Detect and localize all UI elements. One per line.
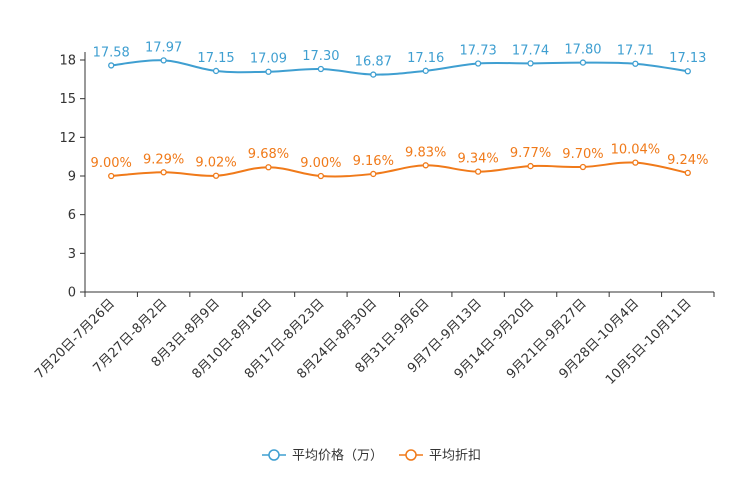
data-point[interactable]	[370, 71, 377, 78]
y-axis: 0 3 6 9 12 15 18	[59, 52, 86, 301]
data-label: 9.16%	[353, 154, 394, 169]
data-point[interactable]	[527, 162, 534, 170]
data-point[interactable]	[579, 59, 587, 66]
data-point[interactable]	[684, 169, 691, 177]
data-label: 9.24%	[667, 153, 708, 168]
data-label: 9.83%	[405, 145, 446, 160]
data-point[interactable]	[474, 168, 482, 175]
data-label: 9.02%	[195, 156, 236, 171]
data-label: 17.74	[512, 43, 549, 58]
data-label: 17.15	[197, 51, 234, 66]
legend-label: 平均价格（万）	[292, 448, 383, 464]
data-label: 17.09	[250, 52, 287, 67]
legend-marker	[268, 449, 280, 461]
data-point[interactable]	[579, 163, 587, 171]
data-point[interactable]	[108, 172, 115, 180]
data-label: 9.00%	[91, 156, 132, 171]
data-point[interactable]	[317, 172, 325, 180]
y-tick-label: 12	[59, 131, 76, 146]
legend-item-0[interactable]: 平均价格（万）	[262, 448, 383, 464]
data-label: 17.58	[93, 45, 130, 60]
data-label: 9.68%	[248, 147, 289, 162]
data-point[interactable]	[684, 68, 691, 75]
legend-label: 平均折扣	[429, 449, 481, 464]
data-point[interactable]	[265, 164, 272, 171]
data-point[interactable]	[422, 67, 429, 74]
y-tick-label: 3	[68, 247, 76, 262]
x-axis: 7月20日-7月26日7月27日-8月2日8月3日-8月9日8月10日-8月16…	[32, 291, 715, 388]
series-line	[111, 59, 688, 76]
data-point[interactable]	[422, 162, 429, 169]
data-label: 17.80	[564, 43, 601, 58]
data-point[interactable]	[212, 67, 220, 75]
data-label: 17.73	[460, 43, 497, 58]
series-0: 17.58 17.97 17.15 17.09 17.30 16.87 17.16 17.73…	[93, 40, 706, 78]
series-1: 9.00% 9.29% 9.02% 9.68% 9.00% 9.16% 9.83% 9.34%…	[91, 143, 708, 180]
data-label: 17.16	[407, 51, 444, 66]
data-label: 9.70%	[562, 147, 603, 162]
data-point[interactable]	[632, 159, 639, 166]
y-tick-label: 18	[59, 54, 76, 69]
data-label: 10.04%	[611, 143, 661, 158]
data-point[interactable]	[212, 172, 220, 179]
data-label: 9.34%	[457, 152, 498, 167]
y-tick-label: 0	[68, 286, 76, 301]
data-label: 17.13	[669, 51, 706, 66]
data-label: 9.77%	[510, 146, 551, 161]
data-label: 9.29%	[143, 152, 184, 167]
legend[interactable]: 平均价格（万） 平均折扣	[262, 448, 481, 464]
y-tick-label: 9	[68, 170, 76, 185]
data-point[interactable]	[527, 60, 534, 67]
series-layer: 17.58 17.97 17.15 17.09 17.30 16.87 17.16 17.73…	[91, 40, 708, 180]
legend-item-1[interactable]: 平均折扣	[399, 449, 481, 464]
data-point[interactable]	[632, 60, 639, 67]
data-point[interactable]	[108, 62, 115, 69]
series-line	[111, 161, 688, 178]
data-label: 17.30	[302, 49, 339, 64]
data-label: 9.00%	[300, 156, 341, 171]
legend-marker	[405, 449, 417, 461]
y-tick-label: 6	[68, 208, 76, 223]
data-point[interactable]	[370, 170, 377, 178]
data-point[interactable]	[474, 60, 482, 67]
y-tick-label: 15	[59, 92, 76, 107]
data-point[interactable]	[160, 169, 167, 176]
data-label: 17.97	[145, 40, 182, 55]
data-point[interactable]	[317, 65, 325, 73]
data-point[interactable]	[265, 68, 272, 75]
data-label: 17.71	[617, 44, 654, 59]
data-point[interactable]	[160, 57, 167, 64]
data-label: 16.87	[355, 55, 392, 70]
